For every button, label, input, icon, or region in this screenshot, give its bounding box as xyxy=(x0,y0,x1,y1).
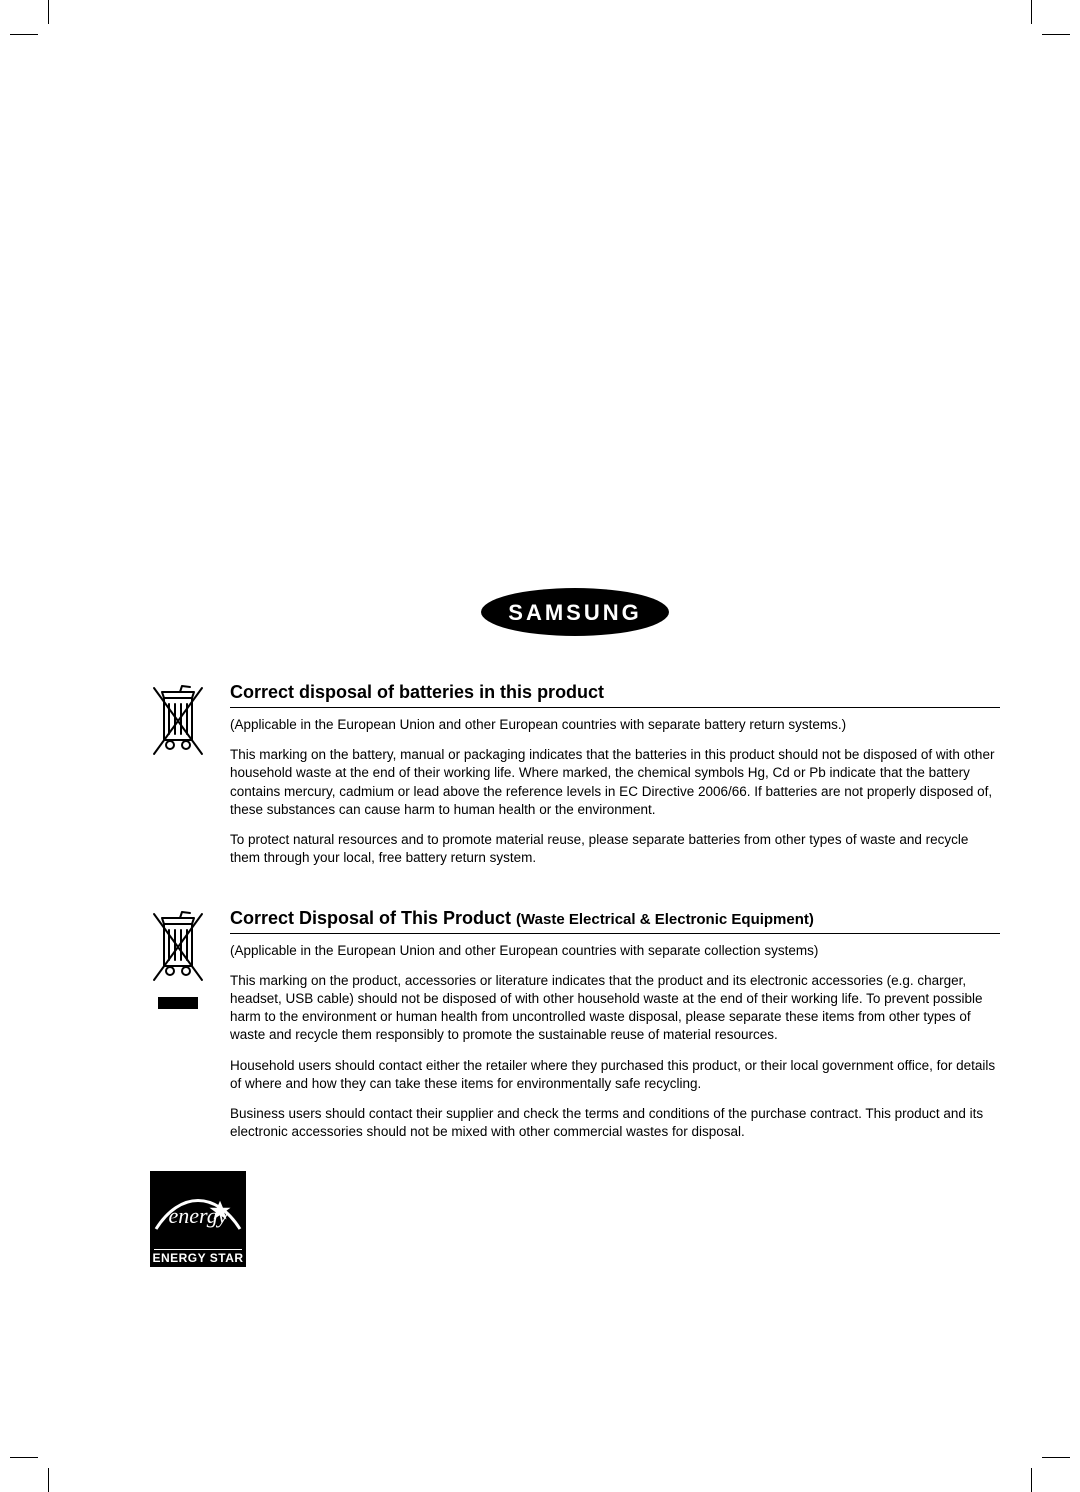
body-paragraph: Business users should contact their supp… xyxy=(230,1105,1000,1141)
text-column: Correct disposal of batteries in this pr… xyxy=(230,682,1000,880)
svg-text:ENERGY STAR: ENERGY STAR xyxy=(152,1251,243,1265)
page: SAMSUNG xyxy=(0,0,1080,1492)
body-paragraph: This marking on the product, accessories… xyxy=(230,972,1000,1045)
energy-star-icon: energy ENERGY STAR xyxy=(150,1171,246,1272)
heading-main: Correct Disposal of This Product xyxy=(230,908,516,928)
section-heading: Correct Disposal of This Product (Waste … xyxy=(230,908,1000,929)
crop-mark xyxy=(1031,1468,1032,1492)
body-paragraph: Household users should contact either th… xyxy=(230,1057,1000,1093)
body-paragraph: (Applicable in the European Union and ot… xyxy=(230,942,1000,960)
crop-mark xyxy=(10,34,38,35)
crop-mark xyxy=(48,0,49,24)
weee-bar-icon xyxy=(158,997,198,1009)
body-paragraph: This marking on the battery, manual or p… xyxy=(230,746,1000,819)
crop-mark xyxy=(48,1468,49,1492)
body-paragraph: (Applicable in the European Union and ot… xyxy=(230,716,1000,734)
heading-rule xyxy=(230,933,1000,934)
text-column: Correct Disposal of This Product (Waste … xyxy=(230,908,1000,1154)
logo-container: SAMSUNG xyxy=(150,587,1000,642)
heading-sub: (Waste Electrical & Electronic Equipment… xyxy=(516,911,814,928)
wheelie-bin-crossed-icon xyxy=(150,682,206,765)
crop-mark xyxy=(1042,34,1070,35)
heading-rule xyxy=(230,707,1000,708)
icon-column xyxy=(150,908,206,1009)
body-paragraph: To protect natural resources and to prom… xyxy=(230,831,1000,867)
crop-mark xyxy=(10,1457,38,1458)
wheelie-bin-crossed-icon xyxy=(150,908,206,991)
samsung-logo-icon: SAMSUNG xyxy=(480,587,670,642)
section-heading: Correct disposal of batteries in this pr… xyxy=(230,682,1000,703)
content-area: SAMSUNG xyxy=(150,0,1000,1492)
weee-disposal-section: Correct Disposal of This Product (Waste … xyxy=(150,908,1000,1154)
icon-column xyxy=(150,682,206,765)
crop-mark xyxy=(1042,1457,1070,1458)
svg-text:SAMSUNG: SAMSUNG xyxy=(508,600,641,625)
crop-mark xyxy=(1031,0,1032,24)
battery-disposal-section: Correct disposal of batteries in this pr… xyxy=(150,682,1000,880)
